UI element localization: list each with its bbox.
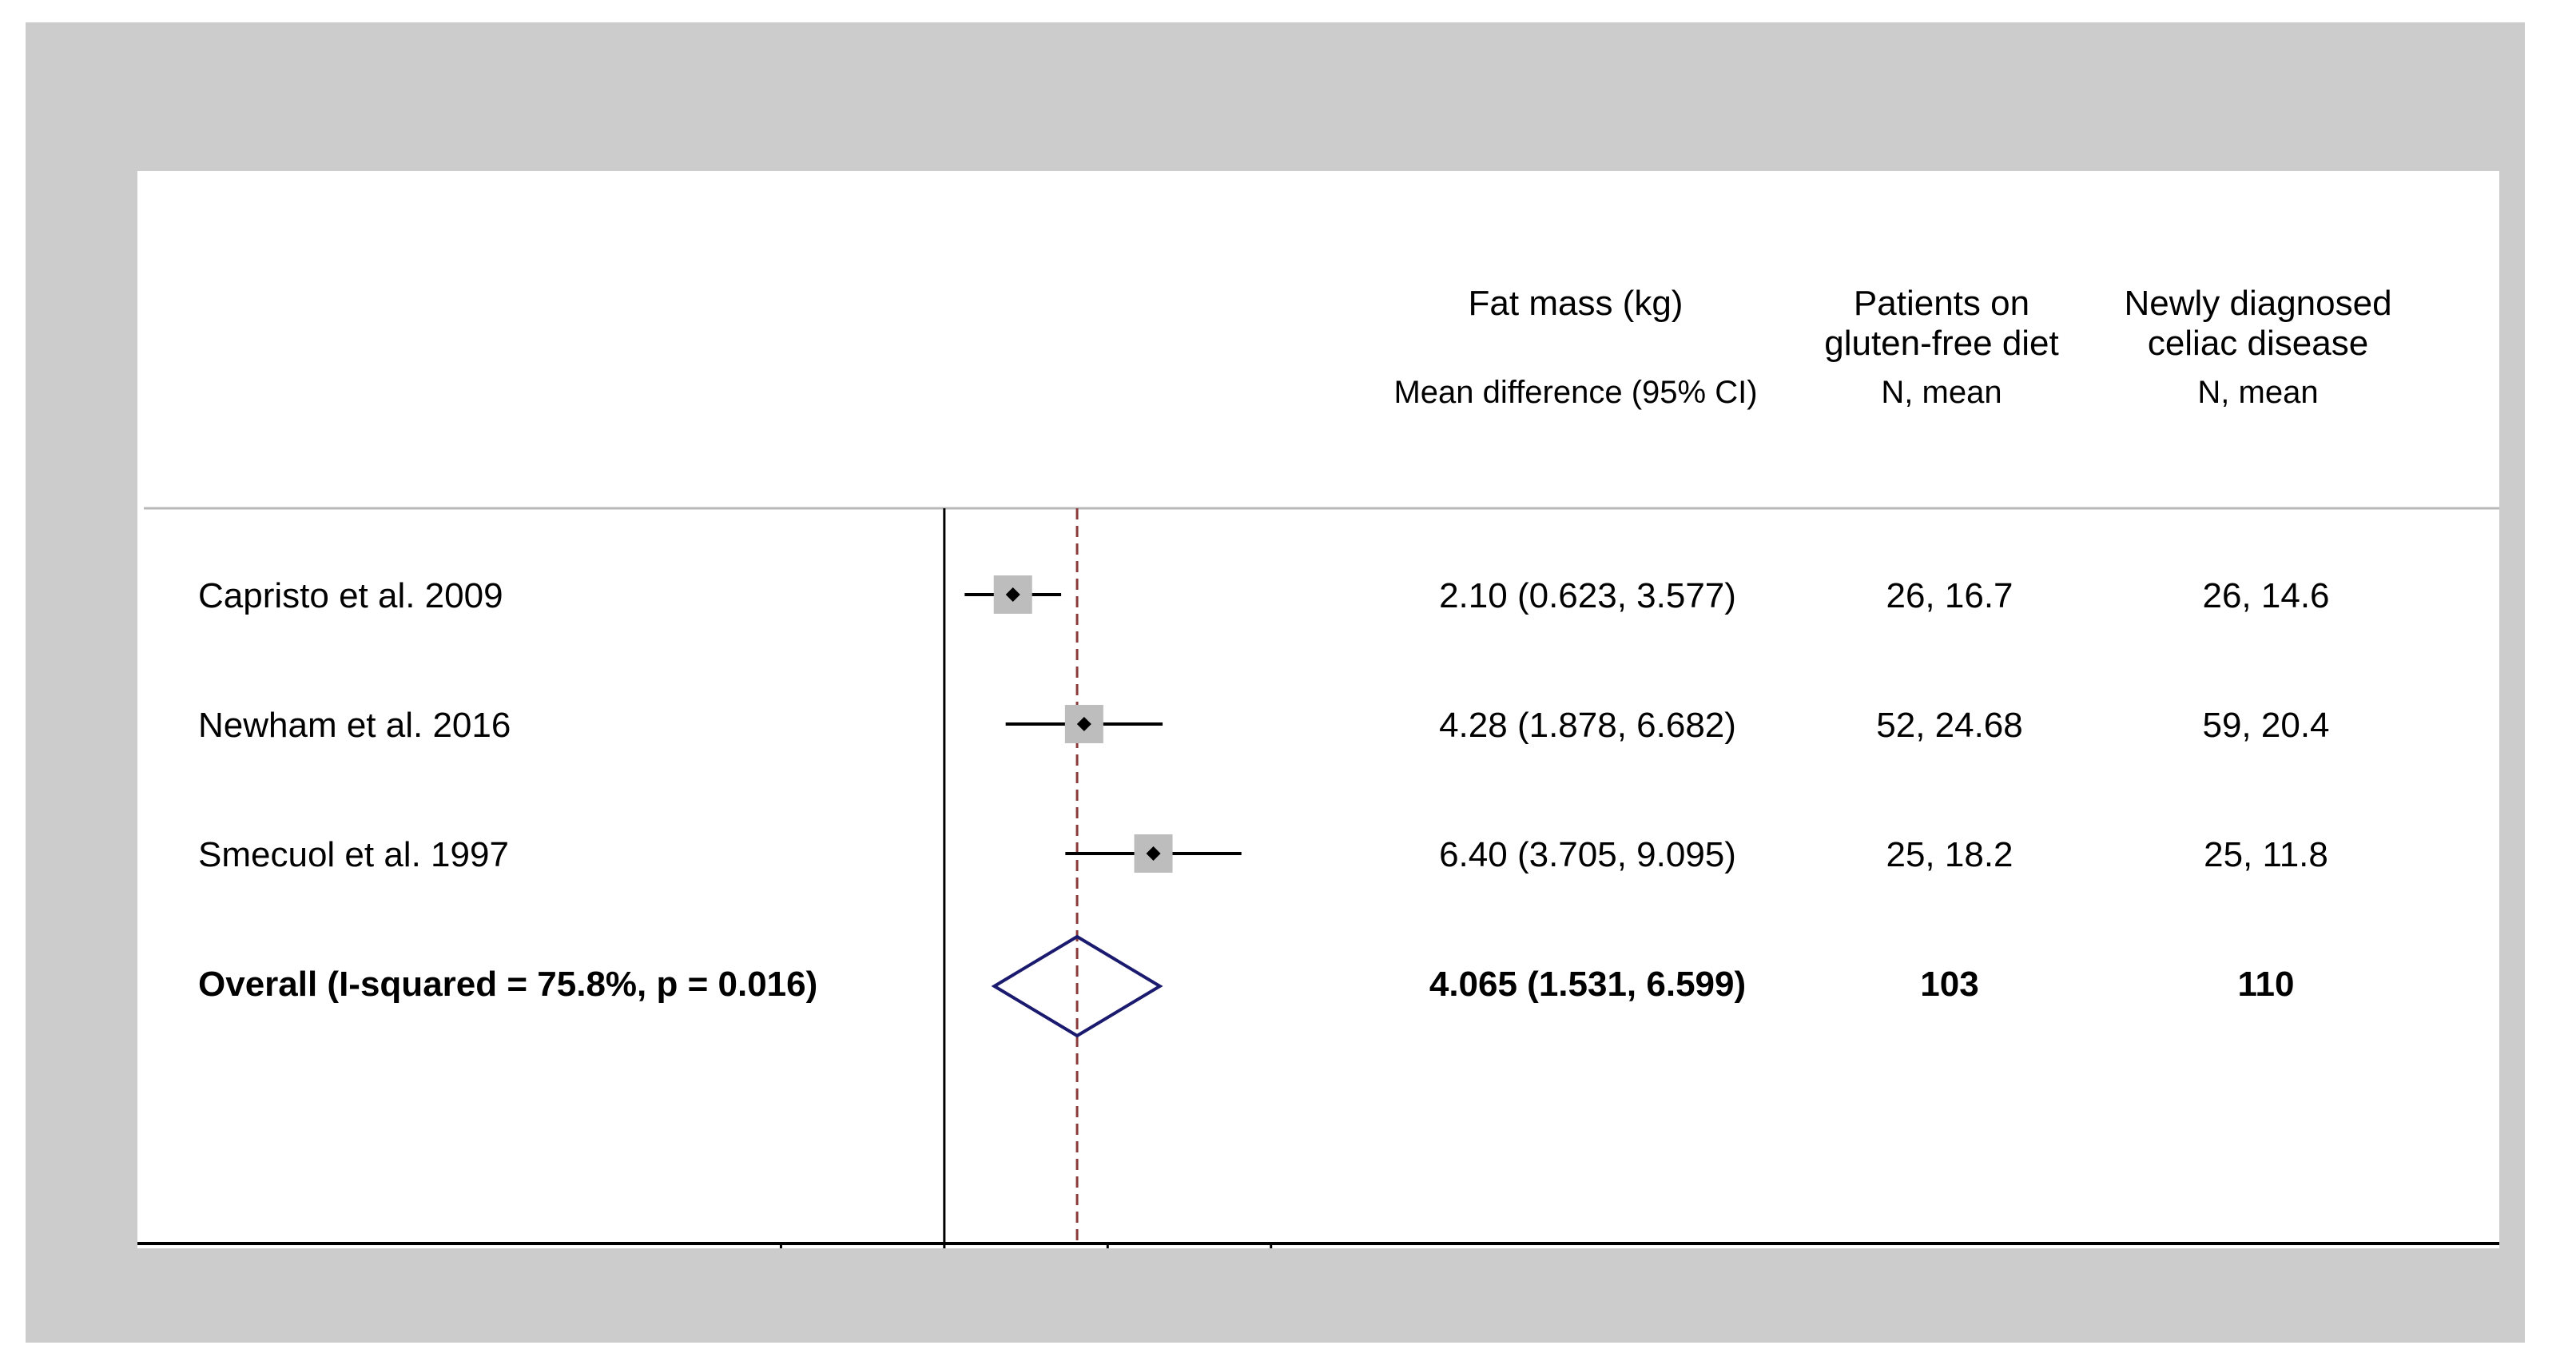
group2-column-title-line1: Newly diagnosed: [2124, 284, 2391, 323]
group2-column-subtitle: N, mean: [2197, 375, 2318, 410]
study-group2-value: 59, 20.4: [2202, 706, 2329, 745]
study-group2-value: 25, 11.8: [2204, 835, 2328, 874]
study-group1-value: 26, 16.7: [1886, 576, 2013, 615]
outer-frame: Fat mass (kg) Mean difference (95% CI) P…: [26, 22, 2525, 1343]
study-group1-value: 52, 24.68: [1876, 706, 2023, 745]
forest-plot: Fat mass (kg) Mean difference (95% CI) P…: [137, 284, 2499, 1248]
study-name: Smecuol et al. 1997: [198, 835, 509, 874]
effect-column-subtitle: Mean difference (95% CI): [1393, 375, 1757, 410]
study-row: Smecuol et al. 1997 6.40 (3.705, 9.095) …: [198, 834, 2328, 874]
study-name: Newham et al. 2016: [198, 706, 511, 745]
study-ci-text: 4.28 (1.878, 6.682): [1439, 706, 1736, 745]
group2-column-title-line2: celiac disease: [2148, 324, 2368, 363]
study-point-estimate: [1005, 587, 1020, 602]
study-name: Capristo et al. 2009: [198, 576, 503, 615]
overall-group1-value: 103: [1920, 965, 1978, 1004]
overall-diamond: [991, 934, 1163, 1038]
study-row: Capristo et al. 2009 2.10 (0.623, 3.577)…: [198, 575, 2330, 615]
study-point-estimate: [1076, 717, 1091, 731]
study-ci-text: 2.10 (0.623, 3.577): [1439, 576, 1736, 615]
x-axis-ticks: -50510: [779, 1244, 1273, 1248]
study-row: Newham et al. 2016 4.28 (1.878, 6.682) 5…: [198, 705, 2330, 745]
effect-column-title: Fat mass (kg): [1469, 284, 1684, 323]
study-point-estimate: [1146, 846, 1161, 861]
study-group2-value: 26, 14.6: [2202, 576, 2329, 615]
column-headers: Fat mass (kg) Mean difference (95% CI) P…: [1393, 284, 2391, 410]
study-ci-text: 6.40 (3.705, 9.095): [1439, 835, 1736, 874]
overall-group2-value: 110: [2238, 965, 2295, 1004]
overall-row: Overall (I-squared = 75.8%, p = 0.016) 4…: [198, 934, 2295, 1038]
overall-ci-text: 4.065 (1.531, 6.599): [1429, 965, 1746, 1004]
plot-panel: Fat mass (kg) Mean difference (95% CI) P…: [137, 171, 2499, 1248]
group1-column-title-line1: Patients on: [1854, 284, 2029, 323]
group1-column-subtitle: N, mean: [1881, 375, 2002, 410]
group1-column-title-line2: gluten-free diet: [1824, 324, 2059, 363]
study-group1-value: 25, 18.2: [1886, 835, 2013, 874]
overall-label: Overall (I-squared = 75.8%, p = 0.016): [198, 965, 817, 1004]
